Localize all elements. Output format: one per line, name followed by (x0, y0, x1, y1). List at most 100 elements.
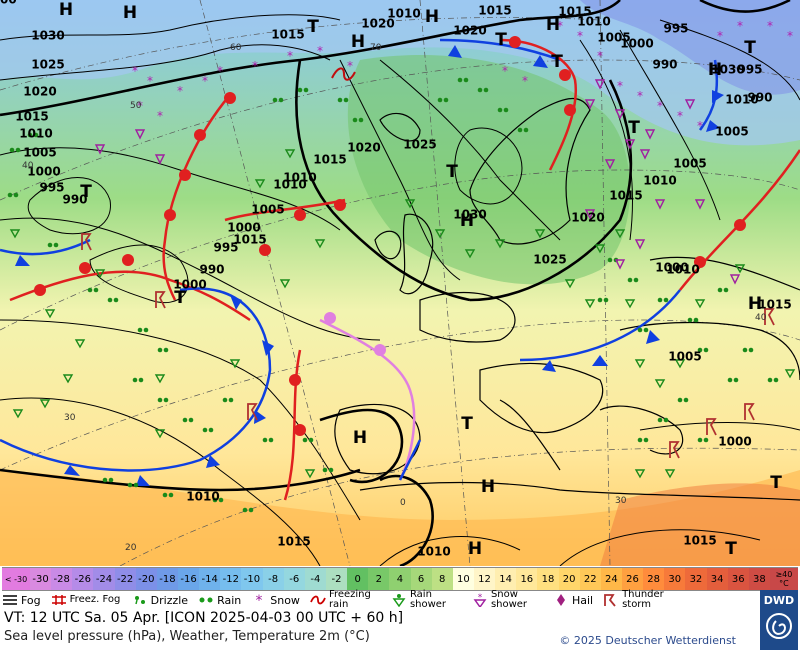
snow-shower-icon (94, 144, 106, 155)
scale-step: 16 (516, 568, 538, 590)
isobar-label: 1020 (361, 17, 394, 31)
rain-shower-icon (9, 229, 21, 239)
rain-icon (687, 317, 693, 323)
front-markers (15, 36, 746, 486)
warm-area-south (0, 470, 800, 566)
isobar-label: 1010 (19, 127, 52, 141)
rain-icon (322, 467, 328, 473)
high-pressure-center: H (748, 294, 762, 314)
rain-icon (113, 297, 119, 303)
isobar-label: 1030 (31, 29, 64, 43)
rain-shower-icon (304, 469, 316, 479)
rain-icon (683, 397, 689, 403)
rain-icon (742, 347, 748, 353)
copyright: © 2025 Deutscher Wetterdienst (559, 634, 736, 647)
rain-icon (443, 97, 449, 103)
scale-step: -8 (262, 568, 284, 590)
legend-item-thunderstorm: Thunder storm (603, 590, 674, 610)
snow-shower-icon (134, 129, 146, 140)
rain-icon (597, 297, 603, 303)
coastlines (334, 97, 800, 501)
scale-step: -14 (199, 568, 221, 590)
fog-icon (2, 593, 18, 607)
scale-step: -10 (241, 568, 263, 590)
rain-icon (767, 377, 773, 383)
thunderstorm-icon (764, 308, 775, 326)
isobar-label: 1000 (655, 261, 688, 275)
latitude-label: 40 (755, 313, 767, 323)
rain-icon (278, 97, 284, 103)
rain-icon (157, 347, 163, 353)
rain-icon (218, 497, 224, 503)
rain-shower-icon (94, 269, 106, 279)
isobar-label: 990 (652, 58, 677, 72)
snow-icon: * (502, 64, 508, 78)
rain-icon (633, 277, 639, 283)
isobar-label: 1015 (271, 28, 304, 42)
hail-icon (553, 593, 569, 607)
isobar-label: 990 (199, 263, 224, 277)
low-pressure-center: T (770, 473, 782, 493)
isobar-label: 1015 (313, 153, 346, 167)
thunderstorm-icon (603, 593, 619, 607)
isobar-label: 1010 (387, 7, 420, 21)
snow-shower-icon (604, 159, 616, 170)
svg-text:*: * (478, 593, 483, 603)
legend-label: Fog (21, 593, 41, 607)
snow-icon: * (697, 119, 703, 133)
legend-label: Drizzle (150, 593, 189, 607)
snow-shower-icon (614, 259, 626, 270)
green-area-scandinavia (347, 55, 630, 285)
rain-icon (212, 497, 218, 503)
latitude-label: 60 (230, 43, 242, 53)
rain-icon (268, 437, 274, 443)
isobar-label: 995 (213, 241, 238, 255)
snow-shower-icon (729, 274, 741, 285)
rain-icon (663, 297, 669, 303)
rain-icon (143, 327, 149, 333)
high-pressure-center: H (460, 211, 474, 231)
rain-shower-icon (39, 399, 51, 409)
rain-shower-icon (654, 379, 666, 389)
scale-step: 36 (727, 568, 749, 590)
scale-step: -30 (30, 568, 52, 590)
scale-step: 22 (579, 568, 601, 590)
scale-step: -24 (93, 568, 115, 590)
snow-shower-icon (584, 209, 596, 220)
rain-icon (132, 377, 138, 383)
thunderstorm-icon (706, 418, 717, 436)
low-pressure-center: T (80, 182, 92, 202)
rain-shower-icon (664, 469, 676, 479)
rain-icon (477, 87, 483, 93)
scale-step: 12 (473, 568, 496, 590)
legend-item-rain: Rain (198, 593, 241, 607)
latitude-label: 50 (130, 101, 142, 111)
isobar-label: 995 (39, 181, 64, 195)
snow-icon: * (577, 29, 583, 43)
rain-shower-icon (784, 369, 796, 379)
isobar-label: 1015 (15, 110, 48, 124)
rain-icon (697, 347, 703, 353)
rain-icon (163, 397, 169, 403)
svg-text:*: * (256, 593, 263, 607)
low-pressure-center: T (551, 52, 563, 72)
scale-step: -22 (114, 568, 136, 590)
isobar-label: 1000 (227, 221, 260, 235)
isobar-label: 1015 (277, 535, 310, 549)
valid-time: VT: 12 UTC Sa. 05 Apr. [ICON 2025-04-03 … (4, 610, 404, 626)
isobar-label: 1010 (725, 93, 758, 107)
rain-icon (748, 347, 754, 353)
legend-item-fog: Fog (2, 593, 41, 607)
rain-icon (182, 417, 188, 423)
rain-icon (677, 397, 683, 403)
high-pressure-center: H (708, 60, 722, 80)
scale-step: -12 (220, 568, 242, 590)
isobar-label: 1025 (533, 253, 566, 267)
cold-area-north (0, 0, 800, 146)
rain-shower-icon (154, 429, 166, 439)
rain-icon (272, 97, 278, 103)
rain-icon (358, 117, 364, 123)
legend-label: Snow shower (490, 589, 528, 610)
isobar-label: 1010 (417, 545, 450, 559)
snow-shower-icon (684, 99, 696, 110)
